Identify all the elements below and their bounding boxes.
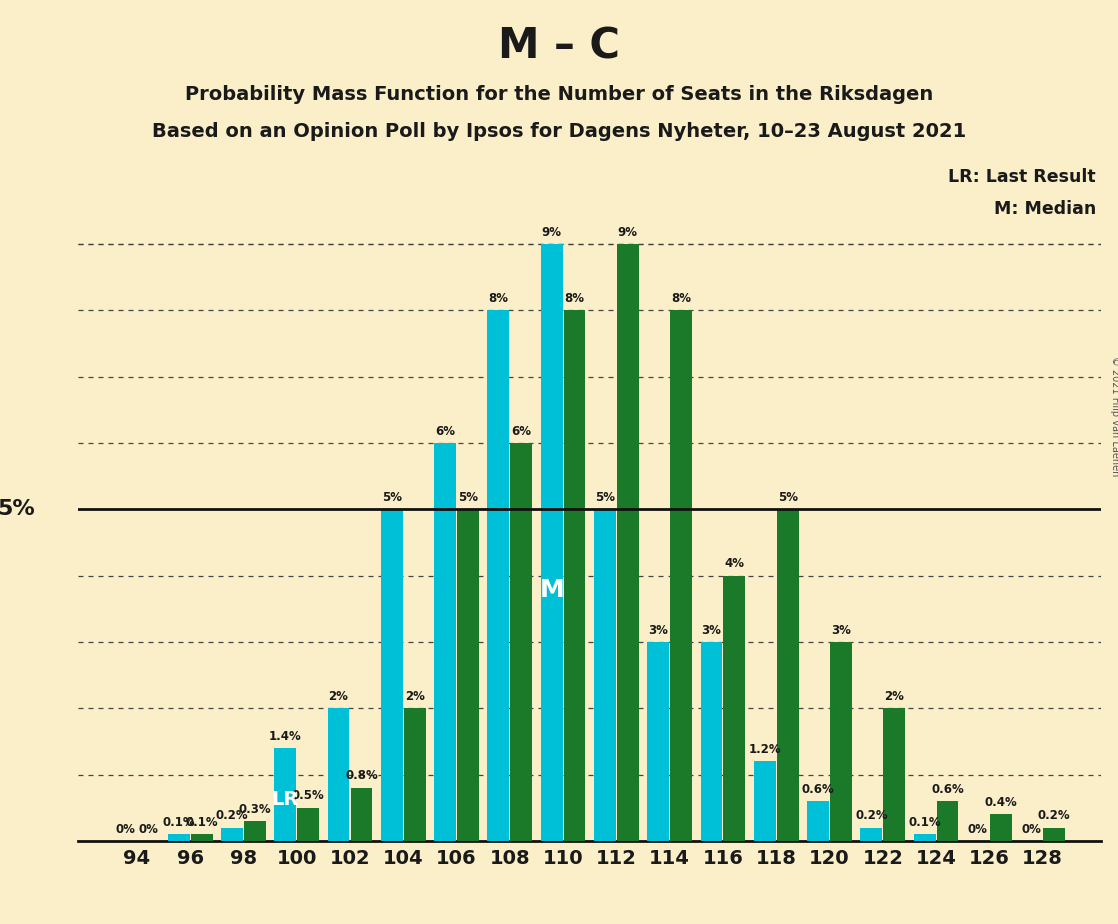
Text: 0.1%: 0.1% xyxy=(162,816,195,829)
Bar xyxy=(1043,828,1065,841)
Bar xyxy=(807,801,828,841)
Text: LR: LR xyxy=(272,790,299,808)
Text: M: Median: M: Median xyxy=(994,200,1096,218)
Bar xyxy=(670,310,692,841)
Text: 0.3%: 0.3% xyxy=(238,803,272,816)
Text: 0.4%: 0.4% xyxy=(985,796,1017,809)
Text: 2%: 2% xyxy=(884,690,904,703)
Text: 0%: 0% xyxy=(968,822,988,835)
Text: LR: Last Result: LR: Last Result xyxy=(948,168,1096,186)
Bar xyxy=(168,834,190,841)
Text: 5%: 5% xyxy=(595,491,615,504)
Bar xyxy=(777,509,798,841)
Text: 0.1%: 0.1% xyxy=(908,816,941,829)
Bar xyxy=(883,708,906,841)
Text: 2%: 2% xyxy=(329,690,349,703)
Text: 8%: 8% xyxy=(565,292,585,305)
Bar xyxy=(274,748,296,841)
Text: 9%: 9% xyxy=(618,225,638,238)
Text: Probability Mass Function for the Number of Seats in the Riksdagen: Probability Mass Function for the Number… xyxy=(184,85,934,104)
Text: 9%: 9% xyxy=(541,225,561,238)
Bar xyxy=(487,310,510,841)
Text: M – C: M – C xyxy=(498,26,620,67)
Text: 0.6%: 0.6% xyxy=(931,783,964,796)
Text: 6%: 6% xyxy=(435,425,455,438)
Text: 5%: 5% xyxy=(0,499,36,519)
Bar xyxy=(617,244,638,841)
Bar xyxy=(723,576,746,841)
Text: 0.8%: 0.8% xyxy=(345,770,378,783)
Bar xyxy=(297,808,319,841)
Bar xyxy=(381,509,402,841)
Text: 0.1%: 0.1% xyxy=(186,816,218,829)
Bar xyxy=(937,801,958,841)
Text: 1.2%: 1.2% xyxy=(748,743,781,756)
Bar xyxy=(563,310,586,841)
Text: 0%: 0% xyxy=(139,822,159,835)
Text: 5%: 5% xyxy=(382,491,401,504)
Bar xyxy=(404,708,426,841)
Text: 5%: 5% xyxy=(458,491,479,504)
Text: 0%: 0% xyxy=(115,822,135,835)
Text: © 2021 Filip van Laenen: © 2021 Filip van Laenen xyxy=(1110,356,1118,476)
Bar xyxy=(244,821,266,841)
Text: Based on an Opinion Poll by Ipsos for Dagens Nyheter, 10–23 August 2021: Based on an Opinion Poll by Ipsos for Da… xyxy=(152,122,966,141)
Bar xyxy=(351,788,372,841)
Bar xyxy=(221,828,243,841)
Text: 5%: 5% xyxy=(778,491,797,504)
Bar xyxy=(594,509,616,841)
Text: 8%: 8% xyxy=(489,292,509,305)
Text: M: M xyxy=(539,578,563,602)
Bar xyxy=(913,834,936,841)
Bar xyxy=(328,708,350,841)
Bar xyxy=(754,761,776,841)
Bar xyxy=(861,828,882,841)
Text: 0%: 0% xyxy=(1021,822,1041,835)
Bar xyxy=(541,244,562,841)
Text: 8%: 8% xyxy=(671,292,691,305)
Text: 3%: 3% xyxy=(648,624,669,637)
Text: 0.5%: 0.5% xyxy=(292,789,324,802)
Text: 0.6%: 0.6% xyxy=(802,783,834,796)
Bar xyxy=(510,443,532,841)
Bar xyxy=(191,834,212,841)
Bar xyxy=(647,642,670,841)
Bar xyxy=(989,814,1012,841)
Text: 0.2%: 0.2% xyxy=(855,809,888,822)
Bar xyxy=(457,509,479,841)
Text: 1.4%: 1.4% xyxy=(268,730,302,743)
Text: 0.2%: 0.2% xyxy=(216,809,248,822)
Text: 0.2%: 0.2% xyxy=(1038,809,1070,822)
Bar xyxy=(434,443,456,841)
Text: 2%: 2% xyxy=(405,690,425,703)
Text: 6%: 6% xyxy=(511,425,531,438)
Bar xyxy=(830,642,852,841)
Bar xyxy=(701,642,722,841)
Text: 3%: 3% xyxy=(702,624,721,637)
Text: 3%: 3% xyxy=(831,624,851,637)
Text: 4%: 4% xyxy=(724,557,745,570)
